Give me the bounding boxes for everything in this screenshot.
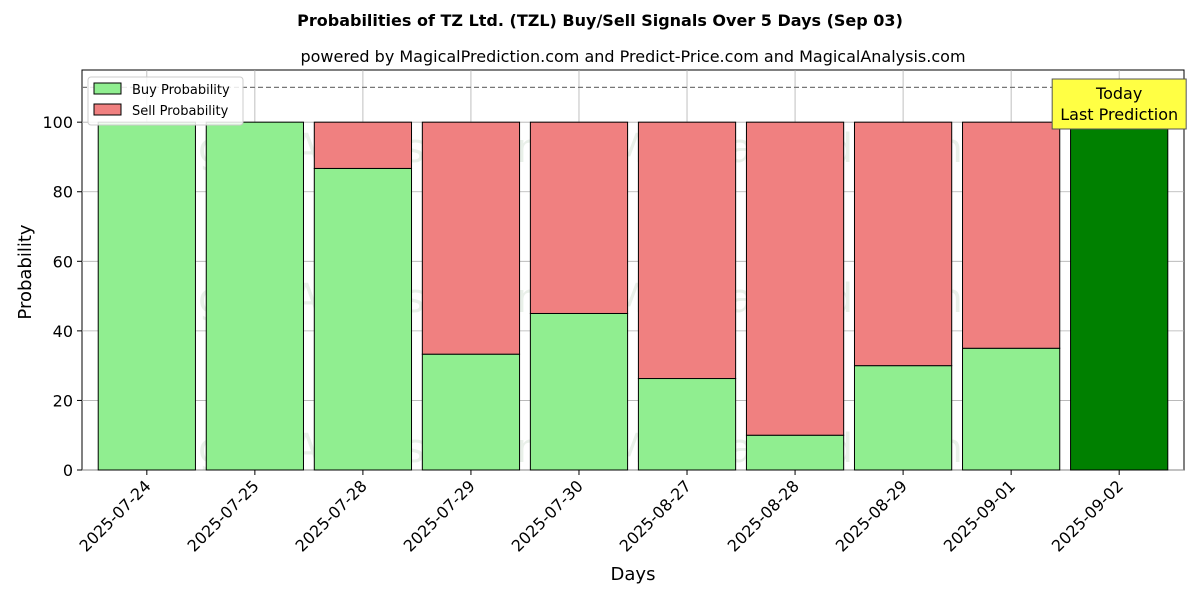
x-tick-label: 2025-07-24 [75,476,154,555]
buy-bar [421,353,521,471]
buy-bar [529,312,629,471]
y-tick-label: 100 [42,113,73,132]
buy-bar [962,347,1061,471]
y-tick-label: 20 [53,391,73,410]
x-tick-label: 2025-08-28 [724,476,803,555]
today-annotation-box [1051,78,1187,130]
x-tick-label: 2025-07-25 [184,476,263,555]
today-annotation-line1: Today [1095,84,1142,103]
legend-label: Sell Probability [132,104,229,119]
buy-bar [205,121,304,471]
sell-bar [745,121,845,436]
x-tick-label: 2025-08-29 [832,476,911,555]
legend-label: Buy Probability [132,83,230,98]
buy-bar [637,378,737,471]
y-tick-label: 60 [53,252,73,271]
x-tick-label: 2025-09-01 [940,476,1019,555]
y-tick-label: 40 [53,322,73,341]
y-axis-label: Probability [15,224,36,319]
sell-bar [313,121,413,169]
buy-bar [853,365,953,471]
x-axis-label: Days [611,564,656,585]
buy-bar [313,167,413,471]
buy-bar [745,434,845,471]
x-tick-label: 2025-07-30 [508,476,587,555]
legend-box [87,76,244,126]
y-tick-label: 80 [53,183,73,202]
x-tick-label: 2025-08-27 [616,476,695,555]
y-tick-label: 0 [63,461,73,480]
buy-bar [1070,121,1169,471]
legend-swatch [93,82,122,95]
chart-subtitle: powered by MagicalPrediction.com and Pre… [300,47,965,66]
x-tick-label: 2025-07-28 [292,476,371,555]
today-annotation-line2: Last Prediction [1060,105,1178,124]
x-tick-label: 2025-09-02 [1048,476,1127,555]
x-tick-label: 2025-07-29 [400,476,479,555]
chart-title: Probabilities of TZ Ltd. (TZL) Buy/Sell … [297,11,903,30]
sell-bar [637,121,737,380]
sell-bar [853,121,953,367]
buy-bar [97,121,196,471]
sell-bar [529,121,629,314]
sell-bar [421,121,521,355]
sell-bar [962,121,1061,349]
legend-swatch [93,103,122,116]
